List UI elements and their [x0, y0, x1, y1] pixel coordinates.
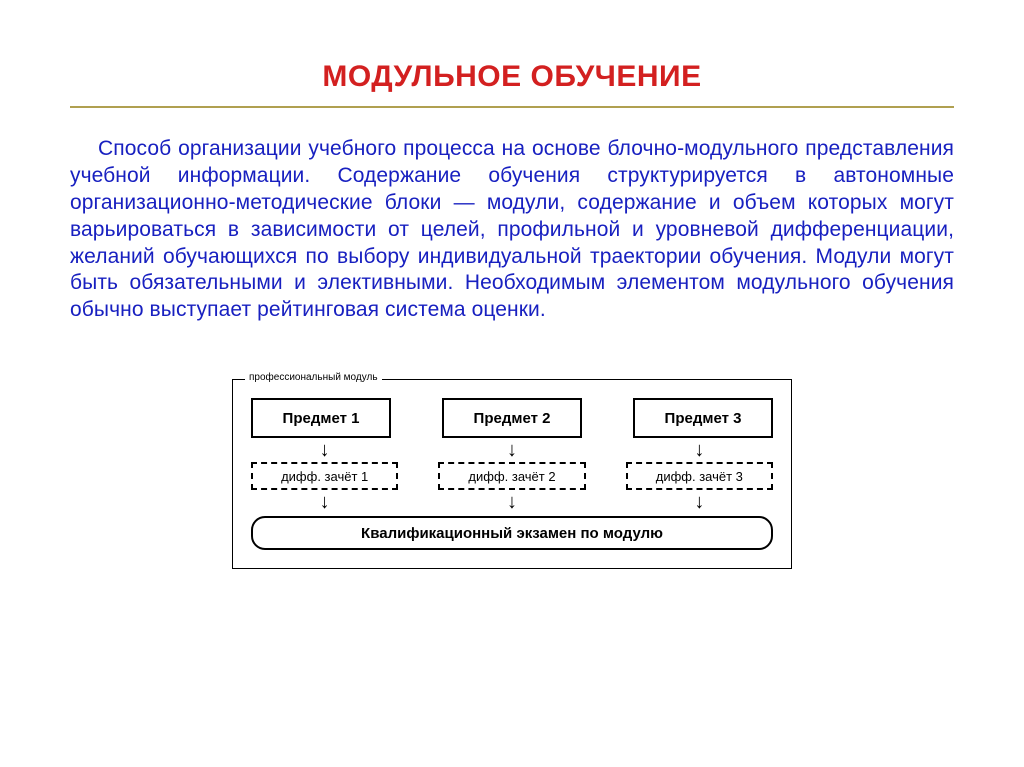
arrow-row: ↓ ↓ ↓ — [251, 492, 773, 512]
credits-row: дифф. зачёт 1 дифф. зачёт 2 дифф. зачёт … — [251, 462, 773, 490]
arrow-row: ↓ ↓ ↓ — [251, 440, 773, 460]
down-arrow-icon: ↓ — [507, 492, 517, 512]
down-arrow-icon: ↓ — [507, 440, 517, 460]
credit-box: дифф. зачёт 2 — [438, 462, 585, 490]
subjects-row: Предмет 1 Предмет 2 Предмет 3 — [251, 398, 773, 438]
slide-title: МОДУЛЬНОЕ ОБУЧЕНИЕ — [70, 60, 954, 94]
down-arrow-icon: ↓ — [694, 492, 704, 512]
title-underline — [70, 106, 954, 108]
module-diagram: профессиональный модуль Предмет 1 Предме… — [232, 379, 792, 569]
down-arrow-icon: ↓ — [320, 440, 330, 460]
slide: МОДУЛЬНОЕ ОБУЧЕНИЕ Способ организации уч… — [0, 0, 1024, 767]
subject-box: Предмет 1 — [251, 398, 391, 438]
exam-box: Квалификационный экзамен по модулю — [251, 516, 773, 550]
subject-box: Предмет 3 — [633, 398, 773, 438]
diagram-caption: профессиональный модуль — [245, 372, 382, 383]
down-arrow-icon: ↓ — [320, 492, 330, 512]
credit-box: дифф. зачёт 1 — [251, 462, 398, 490]
credit-box: дифф. зачёт 3 — [626, 462, 773, 490]
down-arrow-icon: ↓ — [694, 440, 704, 460]
subject-box: Предмет 2 — [442, 398, 582, 438]
diagram-container: профессиональный модуль Предмет 1 Предме… — [70, 379, 954, 569]
body-paragraph: Способ организации учебного процесса на … — [70, 136, 954, 324]
